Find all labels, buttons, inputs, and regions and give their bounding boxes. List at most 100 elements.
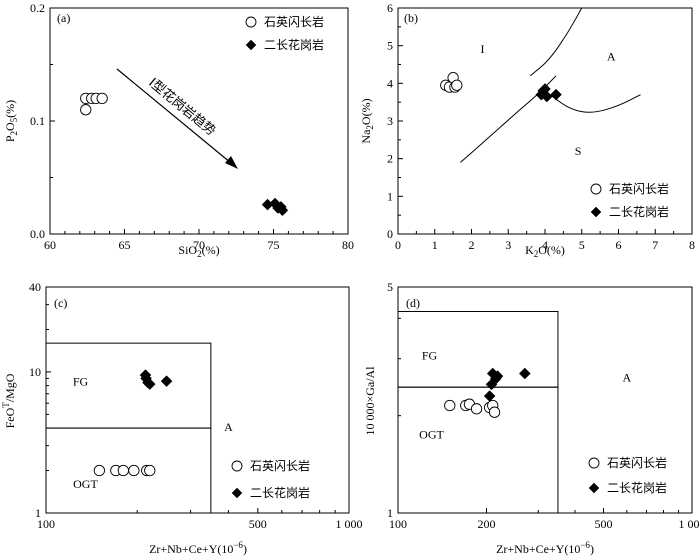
panel-d-region-label: A bbox=[622, 371, 631, 385]
panel-d-xlabel: Zr+Nb+Ce+Y(10−6) bbox=[496, 540, 594, 556]
panel-a-marks bbox=[80, 92, 289, 217]
panel-b-x-tick-label: 5 bbox=[579, 238, 585, 252]
panel-c-data-point-s2 bbox=[160, 375, 173, 388]
panel-b-x-tick-label: 1 bbox=[432, 238, 438, 252]
legend-a-circle-icon bbox=[245, 16, 257, 28]
legend-b-series1: 石英闪长岩 bbox=[609, 181, 669, 196]
panel-b-y-tick-label: 4 bbox=[387, 76, 393, 90]
panel-c-data-point-s1 bbox=[117, 464, 129, 477]
legend-c-series1: 石英闪长岩 bbox=[250, 458, 310, 473]
panel-d-ticks: 100 200 500 1 000 1 5 bbox=[387, 280, 700, 531]
panel-c-label: (c) bbox=[54, 296, 67, 310]
legend-c-circle-icon bbox=[231, 460, 243, 472]
legend-b-diamond-icon bbox=[590, 206, 602, 218]
panel-b-x-tick-label: 6 bbox=[616, 238, 622, 252]
panel-d-data-point-s2 bbox=[518, 367, 531, 380]
panel-b-region-label: S bbox=[575, 144, 582, 158]
panel-d-data-point-s1 bbox=[488, 406, 501, 418]
panel-d-y-tick-label: 5 bbox=[387, 280, 393, 294]
panel-c-fields bbox=[45, 342, 212, 514]
panel-d-data-point-s2 bbox=[483, 390, 496, 402]
panel-b-boundaries bbox=[460, 7, 641, 163]
panel-c-x-tick-label: 100 bbox=[37, 517, 55, 531]
trend-arrow-line bbox=[116, 68, 232, 164]
trend-arrowhead bbox=[225, 156, 238, 169]
panel-c-ylabel: FeOT/MgO bbox=[1, 373, 17, 428]
panel-d-y-tick-label: 1 bbox=[387, 506, 393, 520]
panel-b-y-tick-label: 5 bbox=[387, 39, 393, 53]
panel-b-field-boundary bbox=[529, 7, 583, 77]
panel-b-ticks: 0 1 2 3 4 5 6 7 8 0 1 2 3 4 5 6 bbox=[387, 1, 695, 252]
legend-d-series2: 二长花岗岩 bbox=[607, 480, 667, 495]
legend-a-diamond-icon bbox=[245, 39, 257, 51]
panel-c-legend: 石英闪长岩 二长花岗岩 bbox=[231, 458, 310, 500]
panel-b-data-point-s1 bbox=[451, 79, 463, 91]
panel-b-legend: 石英闪长岩 二长花岗岩 bbox=[590, 181, 669, 219]
panel-d-data-point-s2 bbox=[491, 370, 504, 383]
panel-c-data-point-s1 bbox=[144, 464, 156, 477]
panel-b-ylabel: Na2O(%) bbox=[359, 98, 375, 143]
panel-b-region-labels: I A S bbox=[481, 42, 616, 158]
panel-b-region-label: I bbox=[481, 42, 485, 56]
panel-a-ylabel: P2O5(%) bbox=[3, 100, 19, 142]
legend-d-circle-icon bbox=[588, 457, 600, 469]
panel-a-label: (a) bbox=[57, 11, 70, 25]
panel-c-ticks: 100 500 1 000 1 10 40 bbox=[29, 280, 363, 531]
panel-d-x-tick-label: 100 bbox=[389, 517, 407, 531]
panel-d-fields bbox=[397, 310, 559, 514]
panel-c-x-tick-label: 1 000 bbox=[336, 517, 363, 531]
panel-c-marks bbox=[93, 369, 173, 477]
panel-a-data-point-s2 bbox=[276, 204, 289, 217]
panel-b-label: (b) bbox=[404, 11, 418, 25]
panel-c-y-tick-label: 10 bbox=[29, 365, 41, 379]
panel-a-y-tick-label: 0.0 bbox=[30, 227, 45, 241]
panel-c-data-point-s1 bbox=[128, 464, 140, 477]
panel-c-region-labels: FG OGT A bbox=[73, 375, 233, 492]
panel-a-data-point-s1 bbox=[96, 92, 108, 105]
panel-d-x-tick-label: 1 000 bbox=[679, 517, 700, 531]
panel-a-x-tick-label: 80 bbox=[342, 238, 354, 252]
panel-a-x-tick-label: 65 bbox=[119, 238, 131, 252]
legend-d-diamond-icon bbox=[588, 482, 600, 494]
legend-c-diamond-icon bbox=[231, 487, 243, 499]
i-type-trend-label: I型花岗岩趋势 bbox=[145, 75, 218, 139]
panel-b-xlabel: K2O(%) bbox=[525, 243, 565, 259]
panel-c-field-box bbox=[45, 342, 212, 429]
panel-b-y-tick-label: 2 bbox=[387, 152, 393, 166]
panel-a-x-tick-label: 60 bbox=[44, 238, 56, 252]
panel-d-data-point-s1 bbox=[470, 403, 483, 415]
panel-b-data-point-s2 bbox=[550, 88, 562, 101]
legend-a-series1: 石英闪长岩 bbox=[264, 14, 324, 29]
panel-b-y-tick-label: 3 bbox=[387, 114, 393, 128]
panel-a-y-tick-label: 0.1 bbox=[30, 114, 45, 128]
panel-c-region-label: OGT bbox=[73, 477, 98, 491]
legend-a-series2: 二长花岗岩 bbox=[264, 37, 324, 52]
panel-c-y-tick-label: 1 bbox=[35, 506, 41, 520]
panel-c-y-tick-label: 40 bbox=[29, 280, 41, 294]
panel-d-region-label: OGT bbox=[419, 427, 444, 441]
panel-b-x-tick-label: 8 bbox=[689, 238, 695, 252]
panel-d-marks bbox=[444, 367, 531, 418]
panel-d-data-point-s1 bbox=[444, 399, 456, 412]
panel-c-data-point-s2 bbox=[143, 378, 156, 390]
panel-b-region-label: A bbox=[607, 50, 616, 64]
panel-b-y-tick-label: 6 bbox=[387, 1, 393, 15]
panel-d-label: (d) bbox=[406, 296, 420, 310]
panel-c-region-label: A bbox=[224, 420, 233, 434]
panel-a-xlabel: SiO2(%) bbox=[178, 243, 219, 259]
panel-b-x-tick-label: 0 bbox=[395, 238, 401, 252]
panel-d-x-tick-label: 500 bbox=[594, 517, 612, 531]
panel-b-field-boundary bbox=[460, 75, 557, 163]
panel-a-ticks: 60 65 70 75 80 0.0 0.1 0.2 bbox=[30, 1, 354, 252]
panel-c-x-tick-label: 500 bbox=[249, 517, 267, 531]
panel-b-x-tick-label: 4 bbox=[542, 238, 548, 252]
panel-a-y-tick-label: 0.2 bbox=[30, 1, 45, 15]
panel-a-x-tick-label: 75 bbox=[268, 238, 280, 252]
panel-c: (c) 100 500 1 000 1 10 40 FG OGT A Zr+Nb+Ce+Y(1… bbox=[1, 280, 363, 556]
panel-a-x-tick-label: 70 bbox=[193, 238, 205, 252]
panel-b-frame bbox=[397, 7, 693, 235]
panel-a: (a) 60 65 70 75 800.00.10.2 SiO2(%) P2O5(%) … bbox=[3, 1, 354, 259]
panel-d-legend: 石英闪长岩 二长花岗岩 bbox=[588, 455, 667, 495]
panel-c-data-point-s1 bbox=[93, 464, 106, 477]
